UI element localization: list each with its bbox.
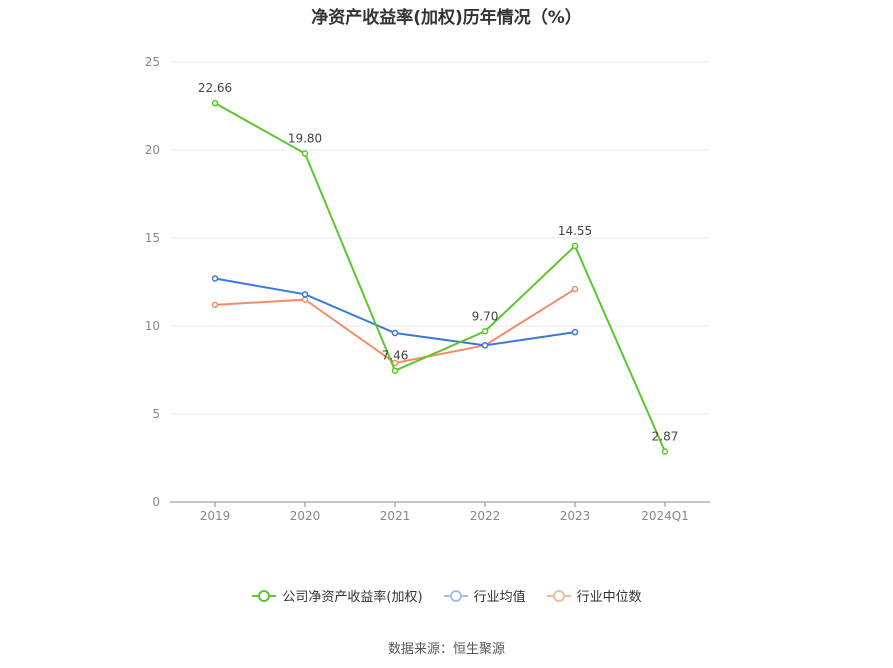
data-label: 7.46 <box>382 349 409 363</box>
axes: 0 5 10 15 20 25 2019 2020 2021 2022 2023 2024Q1 <box>145 55 710 523</box>
data-point <box>571 285 579 293</box>
legend-item-company-roe[interactable]: 公司净资产收益率(加权) <box>251 586 423 605</box>
data-label: 22.66 <box>198 81 232 95</box>
legend-line-marker-icon <box>252 589 277 602</box>
x-tick-label: 2019 <box>200 509 231 523</box>
legend-line-marker-icon <box>443 589 468 602</box>
data-point <box>391 329 399 337</box>
data-point <box>211 275 219 282</box>
data-label: 9.70 <box>472 309 499 323</box>
legend-line-marker-icon <box>546 589 571 602</box>
x-tick-label: 2020 <box>290 509 321 523</box>
legend-label: 行业均值 <box>473 590 526 605</box>
data-labels: 22.66 19.80 7.46 9.70 14.55 2.87 <box>198 81 679 443</box>
data-label: 19.80 <box>288 132 322 146</box>
data-point <box>301 150 309 157</box>
y-tick-label: 15 <box>145 231 160 245</box>
grid-lines <box>170 61 710 415</box>
data-point <box>661 448 669 455</box>
y-tick-label: 10 <box>145 319 160 333</box>
source-note: 数据来源：恒生聚源 <box>387 642 505 657</box>
data-point <box>481 342 489 349</box>
legend-item-industry-median[interactable]: 行业中位数 <box>546 586 642 605</box>
data-point <box>211 301 219 309</box>
y-tick-label: 5 <box>152 407 160 421</box>
data-point <box>211 99 219 107</box>
x-tick-label: 2021 <box>380 509 411 523</box>
legend-label: 行业中位数 <box>576 590 642 605</box>
x-tick-label: 2022 <box>470 509 501 523</box>
chart-title: 净资产收益率(加权)历年情况（%） <box>311 8 582 28</box>
data-label: 2.87 <box>652 429 679 443</box>
x-tick-label: 2024Q1 <box>641 509 689 523</box>
x-tick-label: 2023 <box>560 509 591 523</box>
y-tick-label: 25 <box>145 55 160 69</box>
data-point <box>301 291 309 298</box>
y-tick-label: 0 <box>152 495 160 509</box>
data-label: 14.55 <box>558 224 592 238</box>
series-layer <box>211 99 669 455</box>
series-line <box>214 102 666 452</box>
data-point <box>391 367 399 374</box>
data-point <box>571 328 579 336</box>
data-point <box>481 328 489 335</box>
legend-item-industry-mean[interactable]: 行业均值 <box>443 586 526 605</box>
data-point <box>301 296 309 303</box>
y-tick-label: 20 <box>145 143 160 157</box>
data-point <box>571 242 579 250</box>
legend-label: 公司净资产收益率(加权) <box>282 590 423 605</box>
legend: 公司净资产收益率(加权) 行业均值 行业中位数 <box>0 586 893 605</box>
